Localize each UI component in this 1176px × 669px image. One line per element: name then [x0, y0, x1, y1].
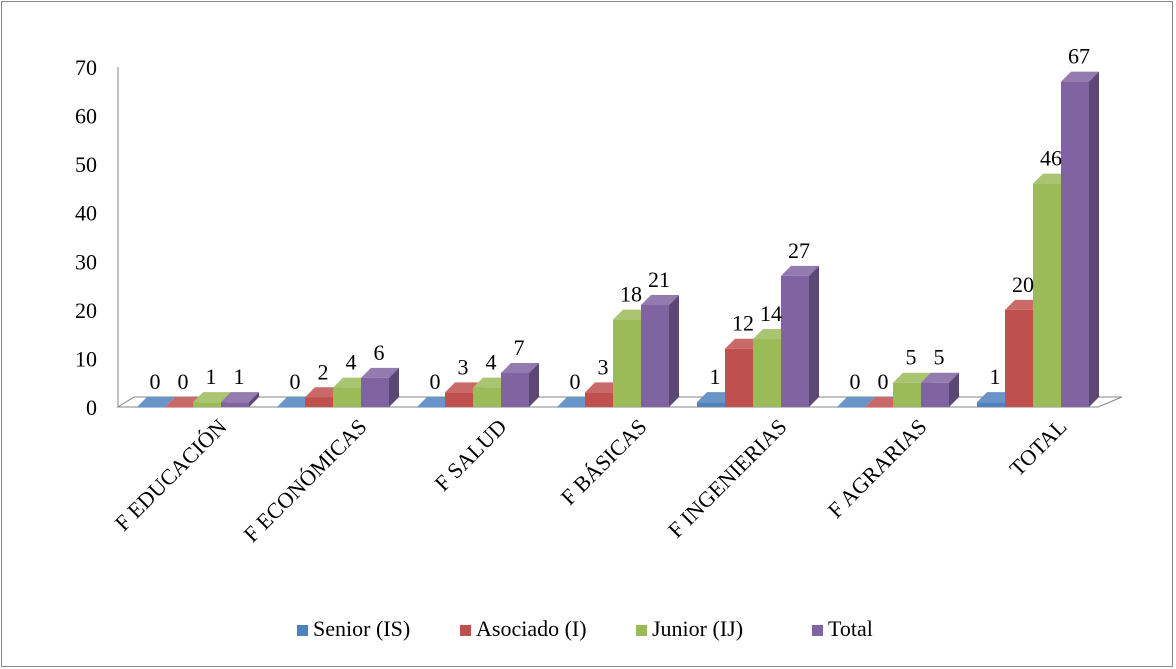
category-label: F ECONÓMICAS: [238, 414, 371, 547]
bar-asociado-i--front: [585, 392, 613, 407]
bar-top: [137, 397, 175, 407]
y-tick-label: 60: [75, 104, 97, 129]
bar-top: [193, 392, 231, 403]
bar-top: [361, 367, 399, 378]
bar-senior-is--front: [277, 407, 305, 408]
bar-side: [389, 367, 399, 407]
data-label: 4: [346, 350, 357, 375]
data-label: 0: [430, 369, 441, 394]
bar-side: [529, 363, 539, 407]
data-label: 3: [598, 354, 609, 379]
bar-top: [837, 397, 875, 407]
data-label: 46: [1040, 146, 1062, 171]
data-label: 0: [850, 369, 861, 394]
bar-junior-ij--front: [1033, 183, 1061, 407]
bar-junior-ij--front: [333, 387, 361, 407]
y-tick-label: 70: [75, 55, 97, 80]
data-label: 1: [990, 364, 1001, 389]
data-label: 1: [234, 364, 245, 389]
bar-senior-is--front: [137, 407, 165, 408]
bar-total-front: [361, 377, 389, 407]
legend-swatch: [812, 625, 823, 636]
bar-top: [641, 295, 679, 305]
bar-senior-is--front: [557, 407, 585, 408]
bar-asociado-i--front: [445, 392, 473, 407]
bar-asociado-i--front: [725, 348, 753, 407]
bar-top: [893, 372, 931, 383]
legend-swatch: [636, 625, 647, 636]
bar-top: [1061, 71, 1099, 82]
bar-senior-is--front: [977, 402, 1005, 407]
data-label: 27: [788, 238, 810, 263]
bar-side: [1089, 71, 1099, 408]
legend-swatch: [297, 625, 308, 636]
data-label: 0: [150, 369, 161, 394]
data-label: 3: [458, 354, 469, 379]
data-label: 7: [514, 335, 525, 360]
bar-junior-ij--front: [753, 339, 781, 407]
bar-side: [809, 265, 819, 407]
data-label: 1: [710, 364, 721, 389]
data-label: 5: [934, 345, 945, 370]
data-label: 12: [732, 311, 754, 336]
bar-senior-is--front: [837, 407, 865, 408]
bar-senior-is--front: [697, 402, 725, 407]
legend-label: Junior (IJ): [652, 616, 743, 641]
data-label: 0: [878, 369, 889, 394]
bar-asociado-i--front: [165, 407, 193, 408]
legend-swatch: [460, 625, 471, 636]
bar-junior-ij--front: [193, 402, 221, 407]
data-label: 20: [1012, 272, 1034, 297]
category-label: F EDUCACIÓN: [110, 414, 232, 536]
bar-top: [921, 372, 959, 383]
category-label: F INGENIERIAS: [663, 414, 792, 543]
category-label: F AGRARIAS: [823, 414, 932, 523]
bar-total-front: [921, 382, 949, 407]
bar-asociado-i--front: [865, 407, 893, 408]
category-label: F BÁSICAS: [556, 414, 652, 510]
bar-asociado-i--front: [305, 397, 333, 407]
bar-junior-ij--front: [473, 387, 501, 407]
bar-side: [669, 295, 679, 407]
bar-side: [949, 372, 959, 407]
bar-total-front: [221, 402, 249, 407]
category-label: TOTAL: [1004, 414, 1071, 481]
data-label: 67: [1068, 44, 1090, 69]
category-label: F SALUD: [429, 414, 511, 496]
bar-total-front: [1061, 81, 1089, 408]
y-tick-label: 0: [86, 395, 97, 420]
y-tick-label: 10: [75, 346, 97, 371]
bar-top: [501, 363, 539, 373]
legend-label: Asociado (I): [476, 616, 587, 641]
bar-junior-ij--front: [613, 319, 641, 407]
data-label: 14: [760, 301, 782, 326]
bar-junior-ij--front: [893, 382, 921, 407]
y-tick-label: 20: [75, 298, 97, 323]
data-label: 5: [906, 345, 917, 370]
data-label: 0: [178, 369, 189, 394]
legend-label: Senior (IS): [313, 616, 410, 641]
y-tick-label: 30: [75, 249, 97, 274]
bar-side: [249, 392, 259, 407]
y-tick-label: 40: [75, 201, 97, 226]
data-label: 4: [486, 350, 497, 375]
bar-total-front: [781, 275, 809, 407]
bar-asociado-i--front: [1005, 309, 1033, 407]
legend-label: Total: [828, 616, 873, 641]
bar-total-front: [501, 373, 529, 407]
bar-top: [781, 265, 819, 276]
bar-total-front: [641, 305, 669, 407]
data-label: 18: [620, 282, 642, 307]
data-label: 0: [290, 369, 301, 394]
bar-senior-is--front: [417, 407, 445, 408]
y-tick-label: 50: [75, 152, 97, 177]
data-label: 1: [206, 364, 217, 389]
data-label: 6: [374, 340, 385, 365]
data-label: 2: [318, 359, 329, 384]
data-label: 21: [648, 267, 670, 292]
data-label: 0: [570, 369, 581, 394]
bar-top: [221, 392, 259, 403]
